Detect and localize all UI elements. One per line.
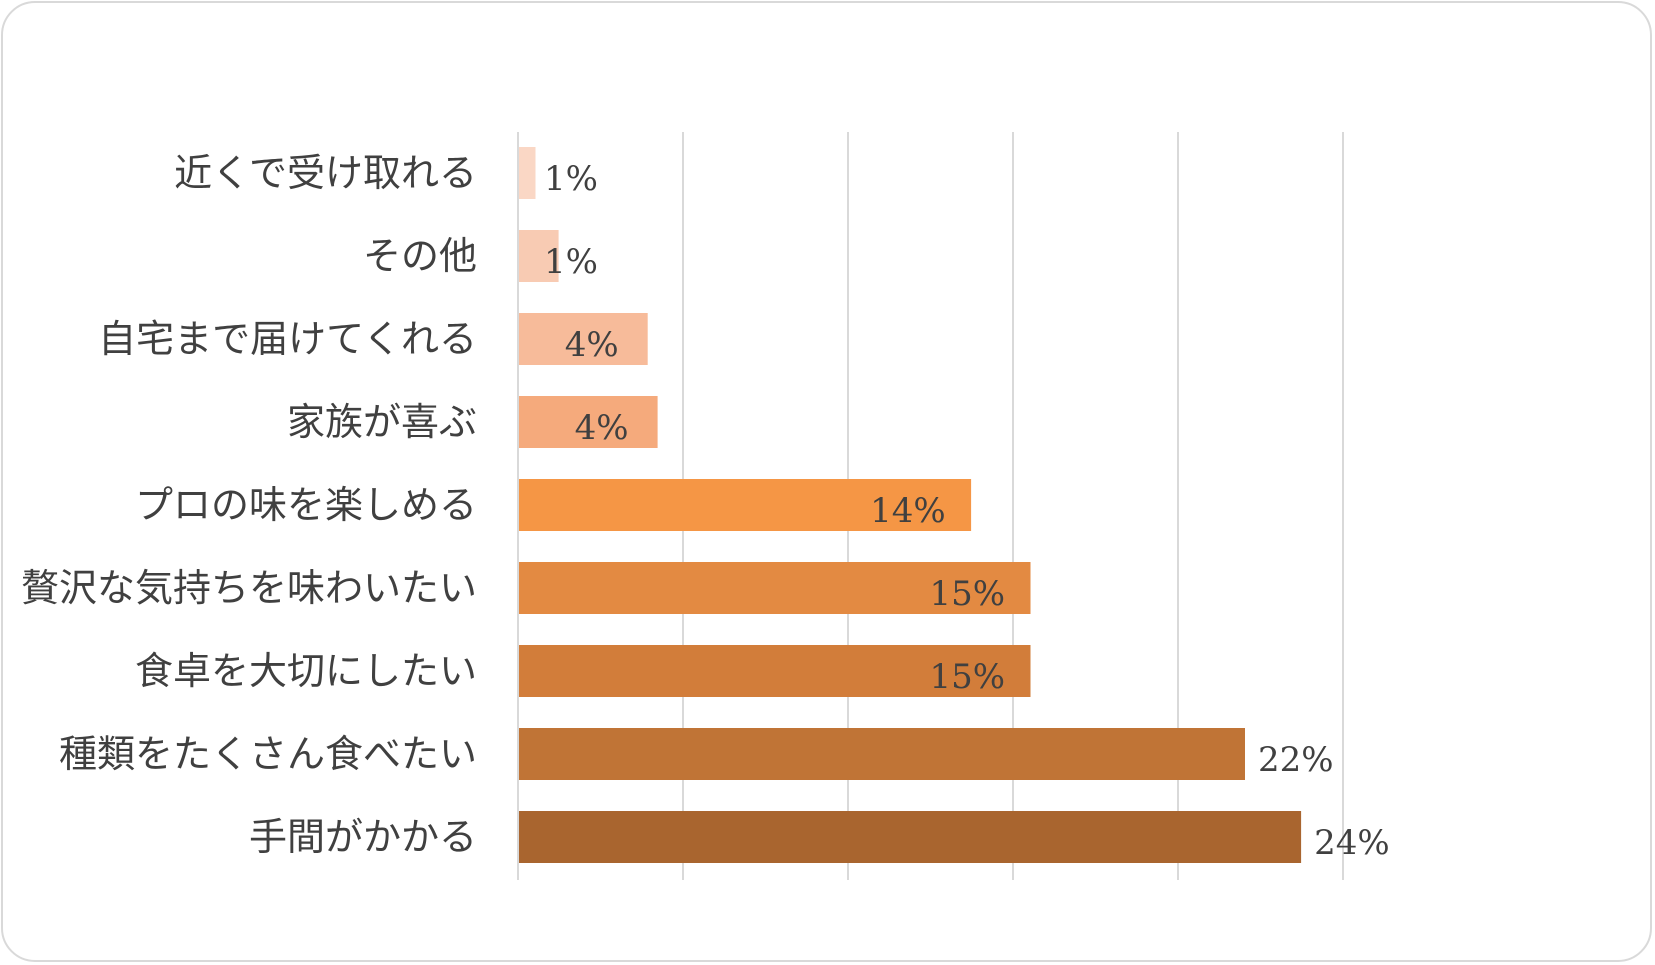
data-label: 4%	[565, 325, 619, 365]
bar	[519, 147, 536, 199]
category-label: その他	[363, 234, 477, 278]
bar-chart: 近くで受け取れるその他自宅まで届けてくれる家族が喜ぶプロの味を楽しめる贅沢な気持…	[21, 132, 1390, 880]
category-label: プロの味を楽しめる	[135, 483, 477, 527]
data-label: 1%	[544, 159, 598, 199]
category-label: 種類をたくさん食べたい	[59, 732, 477, 776]
bar	[519, 396, 658, 448]
category-label: 贅沢な気持ちを味わいたい	[21, 566, 477, 610]
bar	[519, 645, 1031, 697]
data-label: 14%	[870, 491, 946, 531]
category-label: 近くで受け取れる	[174, 151, 477, 195]
bars	[519, 147, 1302, 863]
bar	[519, 811, 1302, 863]
category-labels: 近くで受け取れるその他自宅まで届けてくれる家族が喜ぶプロの味を楽しめる贅沢な気持…	[21, 151, 477, 859]
category-label: 食卓を大切にしたい	[135, 649, 477, 693]
data-label: 24%	[1314, 823, 1390, 863]
bar	[519, 728, 1245, 780]
data-label: 4%	[575, 408, 629, 448]
data-labels: 1% 1% 4% 4% 14% 15% 15% 22% 24%	[544, 159, 1390, 863]
data-label: 1%	[544, 242, 598, 282]
category-label: 自宅まで届けてくれる	[98, 317, 477, 361]
category-label: 家族が喜ぶ	[287, 400, 477, 444]
bar	[519, 313, 648, 365]
data-label: 15%	[930, 657, 1006, 697]
bar	[519, 562, 1031, 614]
data-label: 15%	[930, 574, 1006, 614]
data-label: 22%	[1258, 740, 1334, 780]
bar	[519, 479, 972, 531]
category-label: 手間がかかる	[249, 815, 477, 859]
bar	[519, 230, 559, 282]
